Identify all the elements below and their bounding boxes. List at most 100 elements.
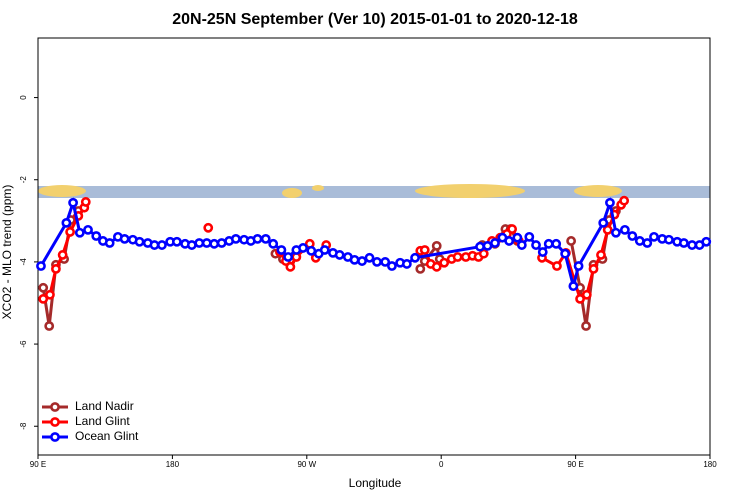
data-point — [268, 238, 279, 249]
data-point — [678, 238, 689, 248]
data-point — [276, 245, 287, 255]
data-point — [283, 252, 294, 262]
data-point — [80, 197, 91, 207]
data-point — [36, 261, 46, 271]
data-point — [216, 238, 227, 248]
chart-title: 20N-25N September (Ver 10) 2015-01-01 to… — [172, 11, 578, 28]
data-point — [372, 257, 382, 267]
data-point — [664, 234, 674, 245]
data-point — [512, 232, 523, 243]
data-point — [104, 238, 115, 248]
data-point — [478, 248, 489, 259]
data-point — [431, 240, 442, 251]
data-point — [387, 261, 397, 271]
data-point — [349, 254, 360, 265]
x-tick-label: 90 E — [567, 460, 583, 469]
data-point — [560, 248, 571, 259]
data-point — [201, 238, 212, 248]
data-point — [452, 252, 463, 262]
y-tick-label: -4 — [19, 258, 28, 266]
series-line — [41, 210, 618, 327]
legend-label: Land Glint — [75, 414, 130, 428]
x-tick-label: 90 W — [297, 460, 316, 469]
data-point — [203, 222, 214, 233]
data-point — [57, 250, 68, 260]
data-point — [44, 321, 55, 331]
data-point — [573, 261, 584, 271]
data-point — [543, 238, 554, 249]
data-point — [38, 293, 49, 304]
plot-frame — [37, 37, 711, 456]
data-point — [575, 293, 585, 304]
y-tick-label: 0 — [19, 95, 28, 100]
legend-marker — [50, 417, 60, 427]
data-point — [504, 236, 515, 246]
map-strip — [38, 184, 710, 198]
data-point — [74, 227, 85, 238]
data-point — [475, 241, 485, 252]
data-point — [61, 217, 72, 228]
data-point — [490, 238, 500, 248]
y-tick-label: -6 — [19, 340, 28, 348]
data-point — [531, 240, 541, 250]
data-point — [285, 261, 296, 272]
y-axis-label: XCO2 - MLO trend (ppm) — [0, 185, 14, 320]
x-tick-label: 0 — [439, 460, 444, 469]
data-point — [598, 217, 609, 228]
data-point — [415, 263, 426, 274]
y-tick-label: -8 — [19, 422, 28, 430]
data-point — [588, 263, 599, 274]
data-point — [552, 261, 562, 271]
x-tick-label: 180 — [166, 460, 180, 469]
data-point — [186, 240, 197, 250]
legend-marker — [50, 402, 60, 412]
data-point — [380, 257, 391, 267]
data-point — [602, 224, 613, 235]
data-point — [364, 252, 375, 263]
legend-label: Land Nadir — [75, 399, 134, 413]
legend-label: Ocean Glint — [75, 429, 139, 443]
data-point — [298, 243, 308, 253]
data-point — [230, 233, 241, 244]
data-point — [627, 231, 638, 241]
data-point — [401, 259, 412, 269]
data-point — [51, 263, 61, 274]
data-point — [566, 236, 577, 246]
data-point — [334, 250, 345, 260]
data-point — [611, 227, 621, 238]
data-point — [252, 233, 263, 244]
data-point — [319, 245, 330, 255]
data-point — [83, 224, 93, 235]
data-point — [171, 236, 182, 247]
data-point — [581, 321, 591, 331]
data-point — [551, 238, 562, 249]
data-point — [619, 195, 630, 206]
data-point — [581, 289, 592, 300]
legend-marker — [50, 432, 60, 442]
data-point — [524, 231, 535, 242]
data-point — [119, 233, 130, 244]
x-axis-label: Longitude — [349, 476, 402, 490]
data-point — [634, 236, 645, 246]
data-point — [649, 231, 659, 242]
data-point — [260, 233, 271, 244]
data-point — [687, 240, 697, 250]
data-point — [68, 197, 78, 208]
data-point — [209, 238, 220, 249]
y-tick-label: -2 — [19, 176, 28, 184]
x-tick-label: 180 — [703, 460, 717, 469]
data-point — [149, 240, 160, 250]
data-point — [568, 281, 579, 292]
data-point — [410, 252, 420, 263]
data-point — [357, 256, 367, 266]
data-point — [605, 197, 615, 208]
data-point — [439, 257, 450, 268]
data-point — [91, 231, 102, 241]
data-point — [482, 240, 493, 251]
data-point — [431, 261, 442, 272]
data-point — [45, 289, 55, 300]
data-point — [537, 247, 548, 257]
data-point — [642, 238, 653, 248]
data-point — [619, 224, 630, 235]
